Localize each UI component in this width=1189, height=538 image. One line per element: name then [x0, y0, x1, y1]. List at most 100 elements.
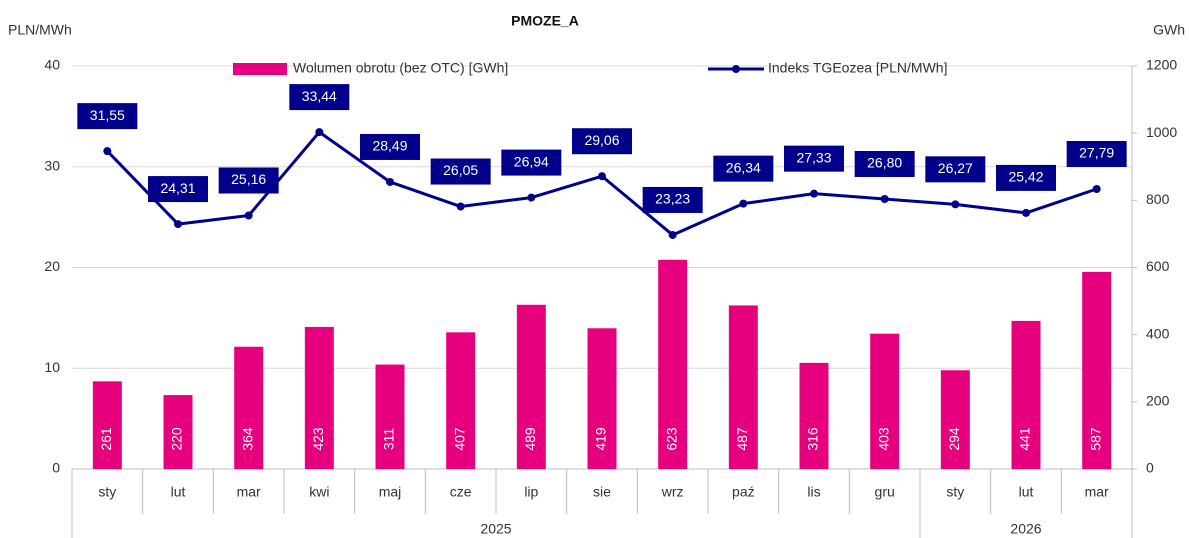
bar-value-label: 423 [310, 427, 326, 451]
bar-value-label: 316 [805, 427, 821, 451]
bar [587, 328, 617, 469]
data-label-box [360, 133, 420, 160]
bar [163, 395, 193, 469]
bar [92, 381, 122, 469]
y-tick-label: 20 [44, 258, 60, 274]
bar [870, 333, 900, 469]
bar-value-label: 407 [451, 427, 467, 451]
x-tick-label: sie [593, 484, 611, 500]
y-tick-label: 0 [52, 460, 60, 476]
legend-label: Indeks TGEozea [PLN/MWh] [768, 60, 947, 76]
line-marker [880, 194, 889, 203]
data-label-box [77, 103, 138, 130]
bar-value-label: 294 [946, 427, 962, 451]
bar-value-label: 311 [381, 428, 397, 451]
y2-tick-label: 0 [1146, 460, 1154, 476]
data-label: 26,94 [514, 153, 549, 169]
data-label: 26,05 [443, 162, 478, 178]
bar [728, 305, 758, 469]
data-label-box [854, 150, 915, 177]
data-label-box [148, 176, 208, 203]
y2-tick-label: 800 [1146, 191, 1170, 207]
y-axis-label: PLN/MWh [8, 22, 72, 38]
data-label: 31,55 [90, 107, 125, 123]
line-marker [739, 199, 748, 208]
y-tick-label: 30 [44, 157, 60, 173]
data-label: 24,31 [160, 180, 195, 196]
bar-value-label: 419 [593, 427, 609, 451]
legend-swatch [233, 63, 287, 75]
bar [446, 332, 476, 469]
bar [799, 362, 829, 469]
data-label: 29,06 [584, 132, 619, 148]
bar-value-label: 441 [1017, 427, 1033, 451]
bar [1011, 320, 1041, 469]
line-marker [386, 177, 394, 186]
x-tick-label: mar [1085, 484, 1109, 500]
data-label-box [1066, 141, 1127, 168]
chart-title: PMOZE_A [511, 13, 579, 29]
bar-value-label: 489 [522, 427, 538, 451]
data-label-box [501, 149, 562, 176]
bar-value-label: 261 [98, 427, 114, 451]
bar [940, 370, 970, 469]
data-label: 33,44 [302, 88, 337, 104]
x-tick-label: kwi [309, 484, 329, 500]
y2-tick-label: 600 [1146, 258, 1170, 274]
y-tick-label: 40 [44, 57, 60, 73]
line-marker [951, 200, 960, 209]
x-group-label: 2025 [480, 521, 511, 537]
data-label-box [784, 145, 844, 172]
y-tick-label: 10 [44, 359, 60, 375]
bar [658, 259, 688, 469]
bar [1082, 271, 1112, 469]
x-tick-label: lis [807, 484, 820, 500]
line-marker [1092, 185, 1101, 194]
bar [304, 326, 334, 469]
y2-tick-label: 1000 [1146, 124, 1177, 140]
x-tick-label: lut [1019, 484, 1034, 500]
x-tick-label: sty [98, 484, 116, 500]
data-label-box [996, 164, 1056, 191]
data-label: 26,27 [938, 160, 973, 176]
data-label: 26,34 [726, 159, 761, 175]
x-tick-label: wrz [661, 484, 684, 500]
bar-value-label: 623 [663, 427, 679, 451]
line-marker [668, 230, 677, 239]
x-tick-label: paź [732, 484, 755, 500]
data-label-box [218, 167, 279, 194]
bar [516, 304, 546, 469]
data-label-box [572, 128, 632, 155]
data-label: 25,42 [1008, 169, 1043, 185]
legend-marker [732, 65, 740, 73]
data-label-box [289, 84, 350, 111]
data-label: 28,49 [372, 138, 407, 154]
y2-axis-label: GWh [1153, 22, 1185, 38]
data-label-box [925, 156, 986, 183]
data-label: 23,23 [655, 191, 690, 207]
data-label-box [642, 186, 703, 213]
bar-value-label: 403 [875, 427, 891, 451]
line-marker [1022, 208, 1030, 217]
legend-label: Wolumen obrotu (bez OTC) [GWh] [293, 60, 508, 76]
line-marker [174, 220, 182, 229]
line-marker [810, 189, 818, 198]
y2-tick-label: 200 [1146, 393, 1170, 409]
bar [375, 364, 405, 469]
data-label-box [430, 158, 491, 185]
data-label-box [713, 155, 774, 182]
x-tick-label: mar [237, 484, 261, 500]
bar-value-label: 587 [1087, 427, 1103, 451]
data-label: 25,16 [231, 171, 266, 187]
x-tick-label: maj [379, 484, 402, 500]
y2-tick-label: 1200 [1146, 57, 1177, 73]
line-marker [315, 128, 324, 137]
x-tick-label: lut [171, 484, 186, 500]
data-label: 27,79 [1079, 145, 1114, 161]
bar [234, 346, 264, 469]
y2-tick-label: 400 [1146, 325, 1170, 341]
line-marker [456, 202, 465, 211]
line-marker [244, 211, 253, 220]
bar-value-label: 364 [239, 427, 255, 451]
